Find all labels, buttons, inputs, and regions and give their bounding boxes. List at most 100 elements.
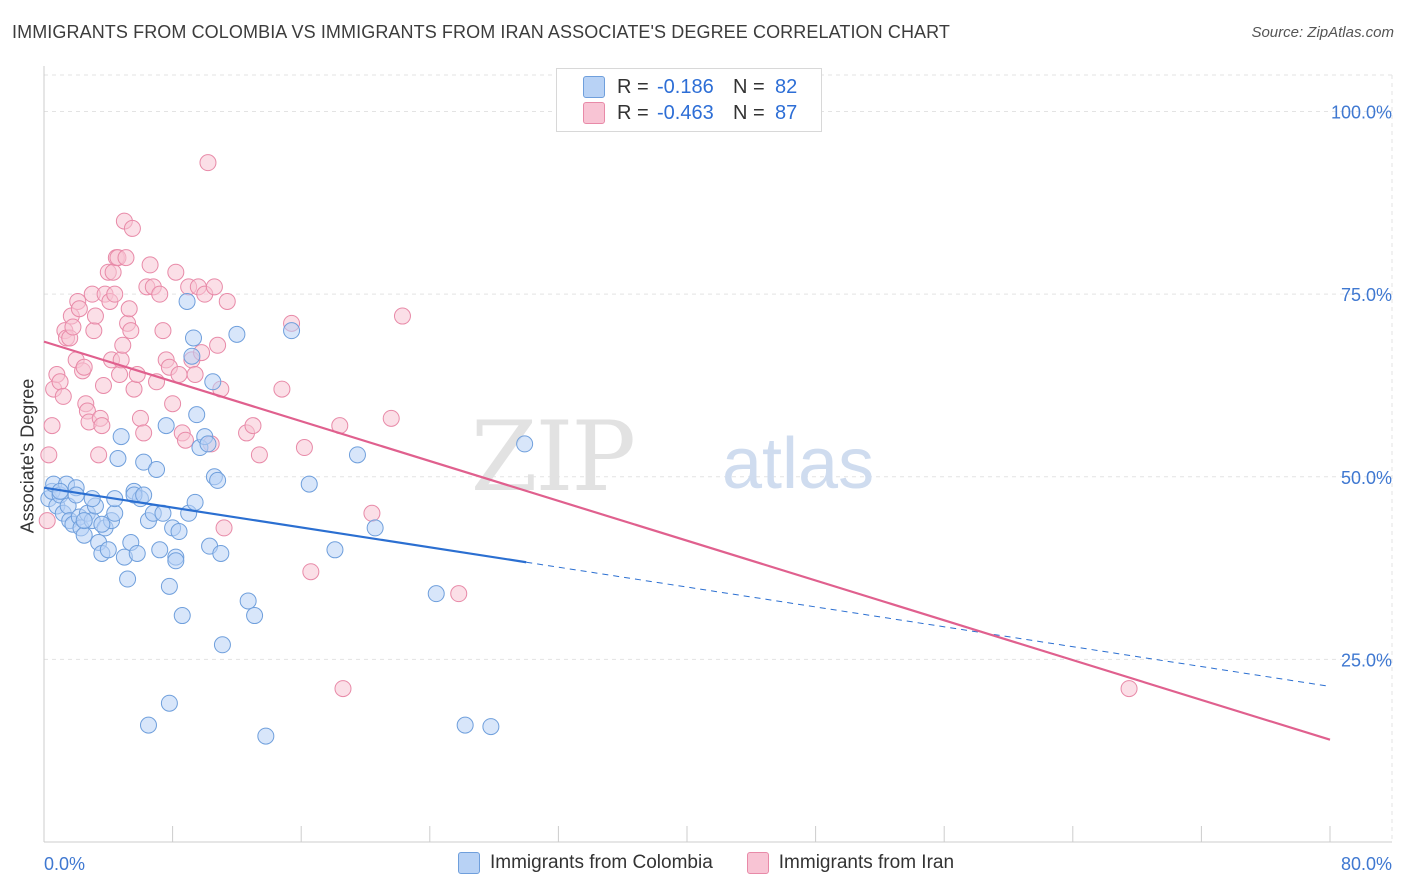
data-point-iran	[54, 387, 72, 405]
watermark: ZIP atlas	[471, 401, 874, 513]
data-point-iran	[38, 512, 56, 530]
data-point-colombia	[151, 541, 169, 559]
data-point-colombia	[456, 716, 474, 734]
data-point-iran	[51, 373, 69, 391]
data-point-colombia	[67, 486, 85, 504]
data-point-iran	[215, 519, 233, 537]
data-point-iran	[199, 154, 217, 172]
data-point-iran	[75, 358, 93, 376]
data-point-colombia	[516, 435, 534, 453]
data-point-colombia	[119, 570, 137, 588]
data-point-iran	[295, 439, 313, 457]
data-point-colombia	[246, 607, 264, 625]
data-point-colombia	[178, 292, 196, 310]
y-tick-label: 50.0%	[1341, 468, 1392, 488]
data-point-iran	[450, 585, 468, 603]
data-point-iran	[135, 424, 153, 442]
legend-swatch-colombia	[458, 852, 480, 874]
data-point-colombia	[209, 471, 227, 489]
data-point-colombia	[204, 373, 222, 391]
legend-r-label: R =	[617, 101, 649, 124]
data-point-iran	[244, 417, 262, 435]
legend-r-value: -0.186	[657, 75, 714, 98]
legend-row-iran: R = -0.463 N = 87	[583, 100, 797, 126]
legend-label-colombia: Immigrants from Colombia	[490, 852, 713, 873]
source-credit: Source: ZipAtlas.com	[1251, 24, 1394, 41]
data-point-colombia	[160, 577, 178, 595]
data-point-colombia	[157, 417, 175, 435]
data-point-colombia	[135, 453, 153, 471]
data-point-iran	[154, 322, 172, 340]
axis-layer	[43, 66, 1392, 843]
data-point-colombia	[183, 347, 201, 365]
data-point-colombia	[188, 406, 206, 424]
data-point-colombia	[170, 523, 188, 541]
data-point-iran	[94, 376, 112, 394]
legend-r-label: R =	[617, 75, 649, 98]
data-point-colombia	[139, 716, 157, 734]
trendline-colombia-extrapolated	[526, 561, 1331, 687]
data-point-colombia	[112, 428, 130, 446]
data-point-colombia	[283, 322, 301, 340]
data-point-colombia	[366, 519, 384, 537]
data-point-colombia	[109, 450, 127, 467]
x-tick-label-min: 0.0%	[44, 854, 85, 874]
data-point-colombia	[212, 544, 230, 562]
data-point-iran	[1120, 680, 1138, 698]
stats-legend: R = -0.186 N = 82 R = -0.463 N = 87	[556, 68, 822, 132]
data-point-iran	[123, 219, 141, 237]
data-point-colombia	[213, 636, 231, 654]
data-point-iran	[176, 431, 194, 449]
trendline-colombia	[43, 486, 527, 564]
legend-item-iran[interactable]: Immigrants from Iran	[746, 852, 954, 874]
data-point-iran	[167, 263, 185, 281]
legend-n-label: N =	[733, 101, 765, 124]
data-point-iran	[334, 680, 352, 698]
data-point-iran	[93, 417, 111, 435]
data-point-iran	[64, 318, 82, 336]
series-legend: Immigrants from Colombia Immigrants from…	[458, 852, 988, 874]
legend-swatch-iran	[746, 852, 769, 874]
data-point-iran	[86, 307, 104, 325]
data-point-colombia	[135, 486, 153, 504]
x-tick-label-max: 80.0%	[1341, 854, 1392, 874]
data-point-colombia	[83, 490, 101, 508]
data-point-colombia	[326, 541, 344, 559]
data-point-iran	[250, 446, 268, 464]
data-point-colombia	[75, 526, 93, 544]
data-point-colombia	[106, 504, 124, 522]
data-point-iran	[104, 263, 122, 281]
data-point-colombia	[482, 718, 500, 736]
legend-n-label: N =	[733, 75, 765, 98]
data-point-colombia	[184, 329, 202, 347]
data-point-iran	[164, 395, 182, 413]
y-tick-label: 100.0%	[1331, 103, 1392, 123]
data-point-iran	[122, 322, 140, 340]
data-point-iran	[363, 504, 381, 522]
data-point-iran	[70, 300, 88, 318]
legend-swatch-iran	[583, 102, 605, 124]
chart-title: IMMIGRANTS FROM COLOMBIA VS IMMIGRANTS F…	[12, 22, 951, 42]
trend-layer	[43, 340, 1331, 741]
data-point-colombia	[199, 435, 217, 453]
series-colombia-points	[40, 292, 534, 745]
data-point-iran	[131, 409, 149, 427]
legend-n-value: 82	[775, 75, 798, 98]
data-point-colombia	[300, 475, 318, 493]
data-point-iran	[120, 300, 138, 318]
series-iran-points	[38, 154, 1138, 698]
data-point-colombia	[348, 446, 366, 464]
legend-r-value: -0.463	[657, 101, 714, 124]
data-point-iran	[186, 365, 204, 383]
data-point-colombia	[128, 544, 146, 562]
legend-item-colombia[interactable]: Immigrants from Colombia	[458, 852, 713, 874]
data-point-colombia	[167, 552, 185, 570]
data-point-iran	[43, 417, 61, 435]
legend-swatch-colombia	[583, 76, 605, 98]
data-point-iran	[382, 409, 400, 427]
tick-labels: 25.0% 50.0% 75.0% 100.0% 0.0% 80.0%	[44, 103, 1392, 874]
data-point-iran	[128, 365, 146, 383]
watermark-zip: ZIP	[471, 401, 634, 513]
legend-n-value: 87	[775, 101, 798, 124]
